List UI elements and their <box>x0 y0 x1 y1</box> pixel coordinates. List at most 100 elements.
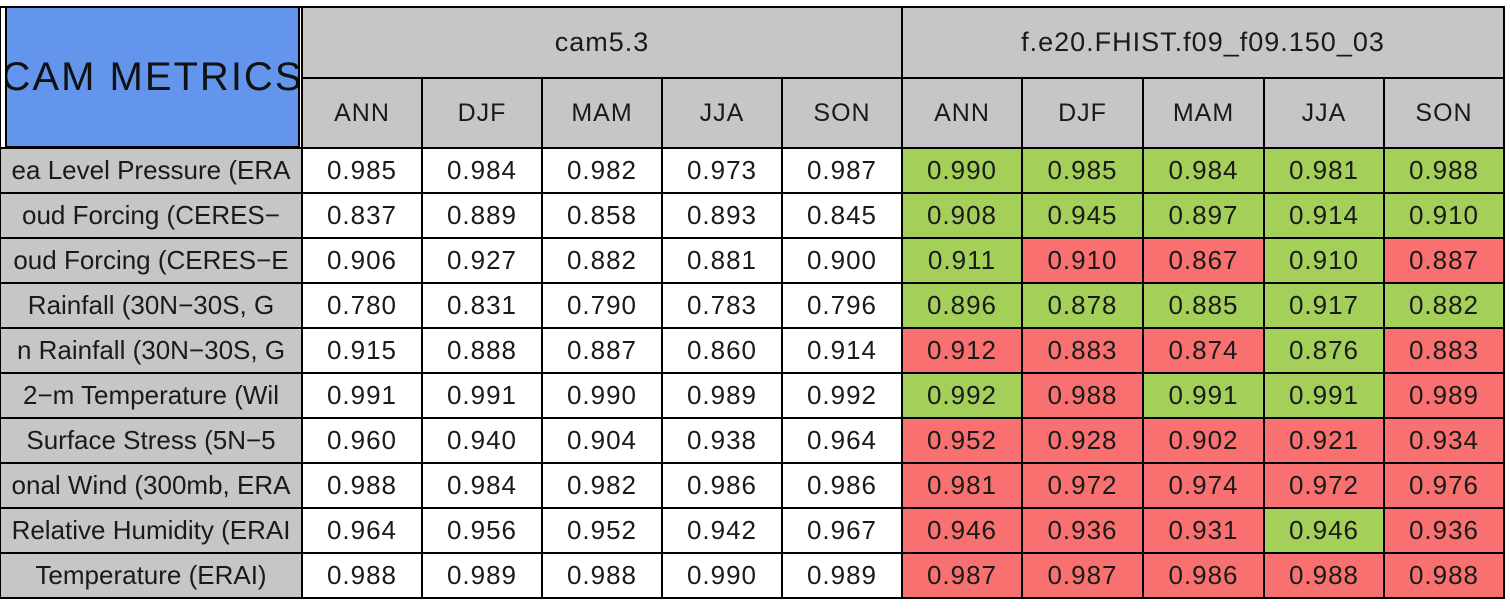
value-cell: 0.900 <box>783 239 901 282</box>
season-header: MAM <box>543 79 661 147</box>
value-cell: 0.883 <box>1023 329 1142 372</box>
value-cell: 0.936 <box>1023 509 1142 552</box>
value-cell: 0.878 <box>1023 284 1142 327</box>
season-header: SON <box>783 79 901 147</box>
value-cell: 0.987 <box>783 149 901 192</box>
value-cell: 0.928 <box>1023 419 1142 462</box>
value-cell: 0.992 <box>903 374 1021 417</box>
metric-row-label: n Rainfall (30N−30S, G <box>1 329 301 372</box>
value-cell: 0.910 <box>1023 239 1142 282</box>
value-cell: 0.990 <box>903 149 1021 192</box>
value-cell: 0.783 <box>663 284 781 327</box>
value-cell: 0.867 <box>1144 239 1263 282</box>
value-cell: 0.964 <box>303 509 421 552</box>
value-cell: 0.988 <box>1265 554 1383 597</box>
value-cell: 0.989 <box>1385 374 1503 417</box>
model-header-cam53: cam5.3 <box>303 8 901 77</box>
value-cell: 0.883 <box>1385 329 1503 372</box>
value-cell: 0.974 <box>1144 464 1263 507</box>
value-cell: 0.981 <box>1265 149 1383 192</box>
value-cell: 0.946 <box>903 509 1021 552</box>
value-cell: 0.964 <box>783 419 901 462</box>
metric-row-label: Rainfall (30N−30S, G <box>1 284 301 327</box>
value-cell: 0.831 <box>423 284 541 327</box>
value-cell: 0.946 <box>1265 509 1383 552</box>
season-header: ANN <box>903 79 1021 147</box>
value-cell: 0.986 <box>663 464 781 507</box>
value-cell: 0.988 <box>1023 374 1142 417</box>
metric-row-label: Temperature (ERAI) <box>1 554 301 597</box>
value-cell: 0.988 <box>1385 554 1503 597</box>
value-cell: 0.837 <box>303 194 421 237</box>
cam-metrics-title: CAM METRICS <box>5 54 300 99</box>
value-cell: 0.934 <box>1385 419 1503 462</box>
value-cell: 0.989 <box>783 554 901 597</box>
value-cell: 0.845 <box>783 194 901 237</box>
value-cell: 0.991 <box>423 374 541 417</box>
value-cell: 0.988 <box>303 464 421 507</box>
value-cell: 0.796 <box>783 284 901 327</box>
value-cell: 0.976 <box>1385 464 1503 507</box>
value-cell: 0.956 <box>423 509 541 552</box>
metrics-table: cam5.3 f.e20.FHIST.f09_f09.150_03 ANN DJ… <box>0 6 1505 599</box>
value-cell: 0.981 <box>903 464 1021 507</box>
value-cell: 0.910 <box>1385 194 1503 237</box>
value-cell: 0.984 <box>1144 149 1263 192</box>
season-header: JJA <box>663 79 781 147</box>
season-header: DJF <box>1023 79 1142 147</box>
value-cell: 0.887 <box>1385 239 1503 282</box>
value-cell: 0.942 <box>663 509 781 552</box>
value-cell: 0.987 <box>1023 554 1142 597</box>
value-cell: 0.882 <box>1385 284 1503 327</box>
value-cell: 0.972 <box>1023 464 1142 507</box>
value-cell: 0.984 <box>423 464 541 507</box>
value-cell: 0.887 <box>543 329 661 372</box>
value-cell: 0.992 <box>783 374 901 417</box>
value-cell: 0.904 <box>543 419 661 462</box>
value-cell: 0.885 <box>1144 284 1263 327</box>
value-cell: 0.987 <box>903 554 1021 597</box>
value-cell: 0.986 <box>1144 554 1263 597</box>
season-header: JJA <box>1265 79 1383 147</box>
value-cell: 0.921 <box>1265 419 1383 462</box>
value-cell: 0.889 <box>423 194 541 237</box>
value-cell: 0.858 <box>543 194 661 237</box>
value-cell: 0.874 <box>1144 329 1263 372</box>
value-cell: 0.982 <box>543 149 661 192</box>
value-cell: 0.988 <box>303 554 421 597</box>
value-cell: 0.876 <box>1265 329 1383 372</box>
value-cell: 0.908 <box>903 194 1021 237</box>
value-cell: 0.986 <box>783 464 901 507</box>
value-cell: 0.911 <box>903 239 1021 282</box>
metric-row-label: Surface Stress (5N−5 <box>1 419 301 462</box>
value-cell: 0.917 <box>1265 284 1383 327</box>
season-header: MAM <box>1144 79 1263 147</box>
value-cell: 0.989 <box>423 554 541 597</box>
value-cell: 0.914 <box>783 329 901 372</box>
value-cell: 0.888 <box>423 329 541 372</box>
value-cell: 0.967 <box>783 509 901 552</box>
value-cell: 0.973 <box>663 149 781 192</box>
metric-row-label: onal Wind (300mb, ERA <box>1 464 301 507</box>
value-cell: 0.952 <box>543 509 661 552</box>
season-header: DJF <box>423 79 541 147</box>
metric-row-label: ea Level Pressure (ERA <box>1 149 301 192</box>
season-header: ANN <box>303 79 421 147</box>
value-cell: 0.881 <box>663 239 781 282</box>
value-cell: 0.990 <box>663 554 781 597</box>
season-header: SON <box>1385 79 1503 147</box>
value-cell: 0.860 <box>663 329 781 372</box>
value-cell: 0.938 <box>663 419 781 462</box>
value-cell: 0.897 <box>1144 194 1263 237</box>
value-cell: 0.985 <box>303 149 421 192</box>
value-cell: 0.989 <box>663 374 781 417</box>
value-cell: 0.985 <box>1023 149 1142 192</box>
value-cell: 0.936 <box>1385 509 1503 552</box>
metric-row-label: oud Forcing (CERES− <box>1 194 301 237</box>
value-cell: 0.790 <box>543 284 661 327</box>
metric-row-label: 2−m Temperature (Wil <box>1 374 301 417</box>
value-cell: 0.902 <box>1144 419 1263 462</box>
metric-row-label: oud Forcing (CERES−E <box>1 239 301 282</box>
value-cell: 0.780 <box>303 284 421 327</box>
